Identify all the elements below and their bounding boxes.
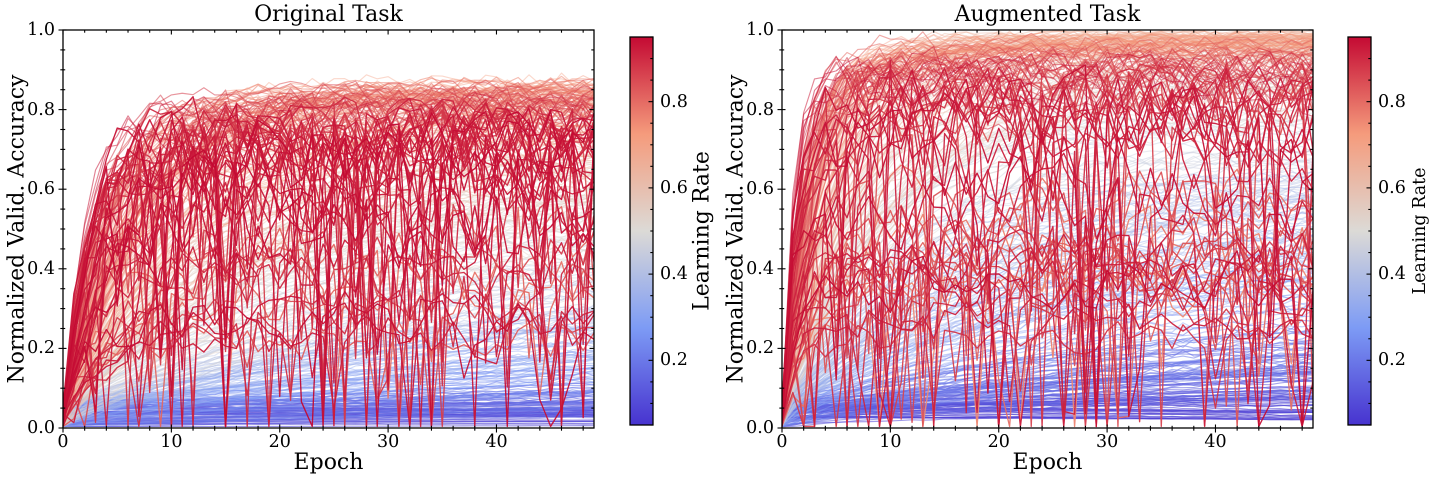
y-tick-label: 0.2 (27, 338, 55, 359)
y-tick-label: 0.8 (746, 99, 774, 120)
y-tick-label: 1.0 (746, 20, 774, 40)
x-tick-label: 30 (376, 432, 400, 452)
x-tick-label: 20 (987, 432, 1010, 452)
x-tick-label: 40 (485, 432, 508, 452)
x-tick-label: 0 (776, 432, 788, 452)
colorbar-tick-label: 0.8 (1378, 91, 1406, 112)
x-tick-label: 40 (1204, 432, 1227, 452)
colorbar-label: Learning Rate (1410, 167, 1430, 295)
colorbar-tick-label: 0.4 (660, 264, 688, 285)
y-axis-label: Normalized Valid. Accuracy (4, 74, 30, 384)
x-tick-label: 20 (268, 432, 291, 452)
colorbar-augmented (1344, 33, 1375, 429)
colorbar-label: Learning Rate (689, 151, 715, 311)
colorbar-tick-label: 0.2 (660, 350, 688, 371)
x-tick-label: 10 (160, 432, 183, 452)
plot-canvas-augmented (774, 22, 1321, 436)
x-tick-label: 0 (57, 432, 69, 452)
y-tick-label: 0.6 (746, 179, 774, 200)
colorbar-tick-label: 0.6 (1378, 177, 1406, 198)
colorbar-tick-label: 0.2 (1378, 350, 1406, 371)
y-tick-label: 0.4 (746, 258, 774, 279)
y-tick-label: 0.0 (746, 418, 774, 438)
y-tick-label: 1.0 (27, 20, 55, 40)
x-tick-label: 10 (879, 432, 902, 452)
y-tick-label: 0.2 (746, 338, 774, 359)
x-axis-label: Epoch (293, 450, 364, 475)
x-axis-label: Epoch (1012, 450, 1083, 475)
colorbar-original (626, 33, 657, 429)
y-tick-label: 0.0 (27, 418, 55, 438)
y-tick-label: 0.8 (27, 99, 55, 120)
colorbar-tick-label: 0.8 (660, 91, 688, 112)
colorbar-tick-label: 0.6 (660, 177, 688, 198)
y-axis-label: Normalized Valid. Accuracy (723, 74, 749, 384)
y-tick-label: 0.6 (27, 179, 55, 200)
plot-canvas-original (55, 22, 602, 436)
colorbar-tick-label: 0.4 (1378, 264, 1406, 285)
x-tick-label: 30 (1095, 432, 1119, 452)
y-tick-label: 0.4 (27, 258, 55, 279)
